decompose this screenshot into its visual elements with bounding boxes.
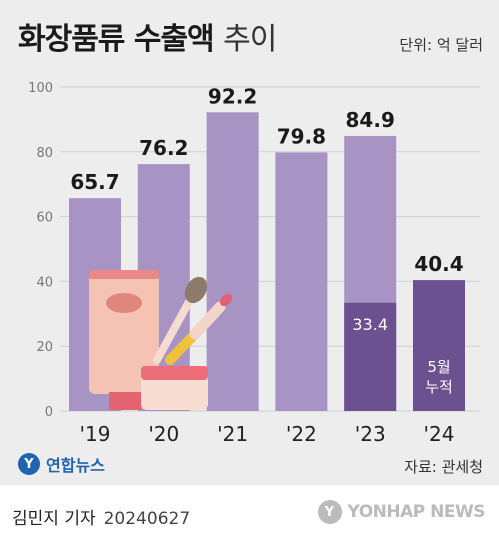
value-label: 76.2 (139, 136, 188, 160)
bar-note: 5월 (427, 358, 450, 376)
x-tick-label: '23 (355, 422, 386, 446)
bar (413, 280, 465, 411)
bar-chart: 0 20 40 60 80 100 65.7 '19 76.2 '20 92.2 '21 79.8 '2… (28, 81, 480, 446)
lipstick-case (189, 301, 226, 340)
cream-jar-lid (141, 366, 208, 380)
x-tick-label: '22 (286, 422, 317, 446)
x-tick-label: '24 (424, 422, 455, 446)
publish-date: 20240627 (103, 509, 191, 529)
x-tick-label: '21 (217, 422, 248, 446)
unit-label: 단위: 억 달러 (399, 36, 483, 54)
chart-title: 화장품류 수출액 추이 (18, 14, 277, 58)
label-layer: 65.7 '19 76.2 '20 92.2 '21 79.8 '22 84.9 '23 40.4 '… (70, 84, 463, 446)
bar-note: 누적 (425, 378, 453, 396)
cream-tube-label (106, 293, 142, 313)
bar (275, 152, 328, 411)
cream-tube-cap (89, 270, 159, 279)
value-label: 79.8 (277, 124, 326, 148)
yonhap-logo: Y 연합뉴스 (18, 452, 105, 476)
x-tick-label: '20 (148, 422, 179, 446)
y-tick-label: 100 (28, 81, 53, 96)
credit-line: 김민지 기자 20240627 (12, 504, 190, 529)
agency-mark-icon: Y (317, 500, 342, 524)
title-bold: 화장품류 수출액 (18, 22, 215, 57)
y-tick-label: 40 (36, 275, 53, 290)
value-label: 65.7 (70, 170, 119, 194)
agency-logo: Y YONHAP NEWS (317, 500, 486, 524)
value-label: 40.4 (414, 252, 463, 276)
cosmetics-illustration (89, 270, 233, 410)
value-label: 84.9 (346, 108, 395, 132)
y-tick-label: 80 (36, 146, 53, 161)
y-tick-label: 60 (36, 211, 53, 226)
bar (206, 112, 259, 411)
x-tick-label: '19 (80, 422, 111, 446)
logo-text: 연합뉴스 (46, 456, 105, 475)
agency-text: YONHAP NEWS (347, 502, 486, 522)
y-tick-label: 0 (45, 405, 53, 420)
logo-mark-icon: Y (18, 453, 40, 475)
cream-tube-crimp (109, 392, 141, 410)
partial-bar (344, 302, 397, 411)
brush-handle (153, 296, 194, 364)
y-tick-label: 20 (36, 340, 53, 355)
chart-panel: 화장품류 수출액 추이 단위: 억 달러 0 20 40 60 80 100 65.7 '1… (0, 0, 499, 485)
value-label: 92.2 (208, 84, 257, 108)
source-label: 자료: 관세청 (404, 458, 483, 476)
title-light: 추이 (223, 22, 277, 57)
author: 김민지 기자 (12, 509, 96, 529)
brush-head (184, 276, 208, 304)
grid-layer: 0 20 40 60 80 100 (28, 81, 480, 420)
partial-value-label: 33.4 (352, 315, 388, 334)
lipstick-tip (219, 293, 233, 307)
